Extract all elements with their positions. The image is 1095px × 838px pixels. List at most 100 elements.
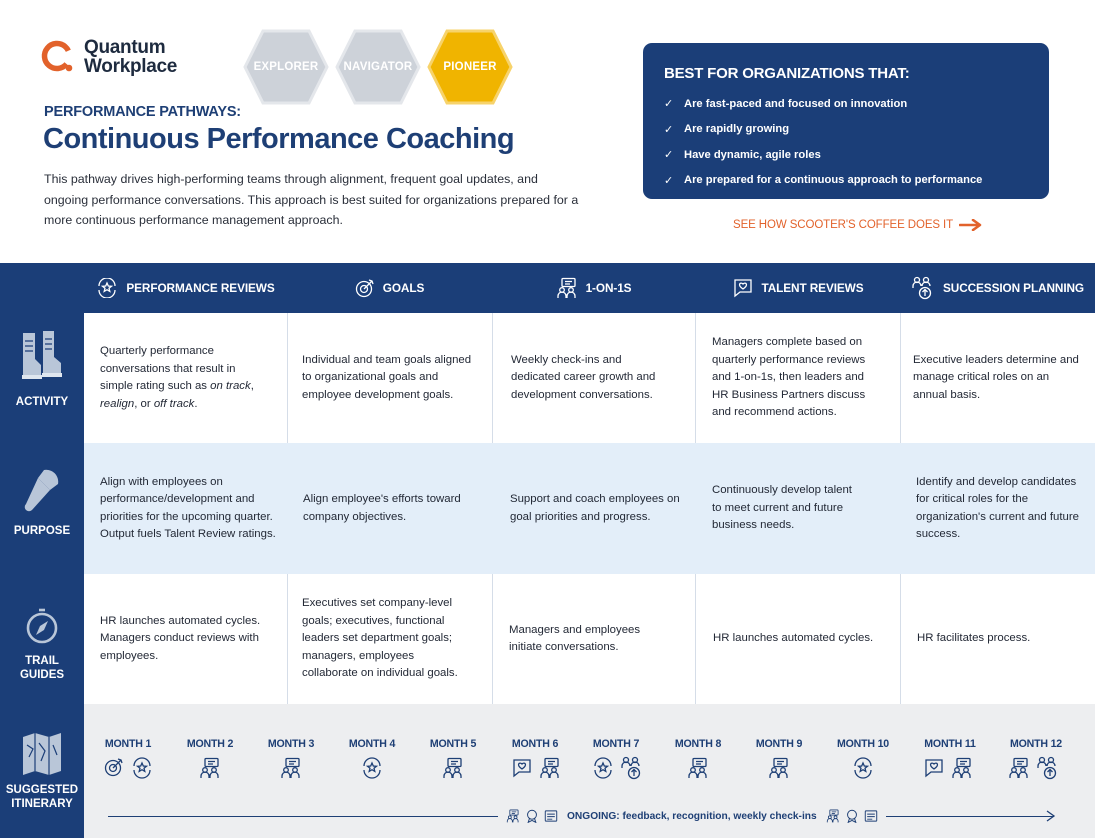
one-on-one-icon <box>556 277 576 298</box>
badge-pioneer: PIONEER <box>427 29 513 105</box>
succession-icon <box>1037 756 1057 780</box>
ongoing-timeline: ONGOING: feedback, recognition, weekly c… <box>108 806 1056 826</box>
row-label-purpose: PURPOSE <box>0 468 84 538</box>
check-icon: ✓ <box>664 149 674 162</box>
month-label: MONTH 10 <box>837 738 889 750</box>
best-for-item: ✓ Are prepared for a continuous approach … <box>664 168 1049 194</box>
one-on-one-icon <box>540 757 559 779</box>
ongoing-label: ONGOING: feedback, recognition, weekly c… <box>498 806 886 826</box>
month-3-icons <box>280 756 302 780</box>
scooters-coffee-link[interactable]: SEE HOW SCOOTER'S COFFEE DOES IT <box>733 219 983 231</box>
month-9-icons <box>768 756 790 780</box>
best-for-item-text: Have dynamic, agile roles <box>684 148 821 161</box>
pathway-badges: EXPLORER NAVIGATOR PIONEER <box>243 29 513 105</box>
recognition-icon <box>846 809 857 823</box>
folded-map-icon <box>23 733 61 775</box>
best-for-item: ✓ Are fast-paced and focused on innovatio… <box>664 91 1049 117</box>
activity-cell-goals: Individual and team goals aligned to org… <box>287 313 492 443</box>
one-on-one-icon <box>1009 757 1028 779</box>
feedback-icon <box>544 810 558 822</box>
column-header-row: PERFORMANCE REVIEWS GOALS 1-ON-1S TALENT… <box>84 263 1095 313</box>
best-for-item: ✓ Have dynamic, agile roles <box>664 142 1049 168</box>
purpose-cell-goals: Align employee's efforts toward company … <box>303 493 461 523</box>
month-11-icons <box>923 756 973 780</box>
badge-navigator: NAVIGATOR <box>335 29 421 105</box>
row-label-text: PURPOSE <box>13 525 71 537</box>
timeline-arrow-icon <box>1046 810 1056 822</box>
month-12-icons <box>1008 756 1058 780</box>
row-label-text: TRAIL <box>25 655 59 667</box>
page-title: Continuous Performance Coaching <box>43 123 515 155</box>
row-label-suggested-itinerary: SUGGESTED ITINERARY <box>0 731 84 811</box>
row-label-trail-guides: TRAIL GUIDES <box>0 606 84 682</box>
best-for-title: BEST FOR ORGANIZATIONS THAT: <box>664 65 910 82</box>
badge-explorer: EXPLORER <box>243 29 329 105</box>
hiking-boots-icon <box>22 331 62 379</box>
one-on-one-icon <box>952 757 971 779</box>
performance-review-icon <box>133 757 151 779</box>
column-header-one-on-ones: 1-ON-1S <box>492 263 695 313</box>
quantum-workplace-logo: Quantum Workplace <box>40 38 177 76</box>
month-label: MONTH 6 <box>511 738 559 750</box>
purpose-row: Align with employees on performance/deve… <box>84 443 1095 574</box>
row-label-text: GUIDES <box>19 669 65 681</box>
month-label: MONTH 7 <box>592 738 640 750</box>
recognition-icon <box>527 809 537 823</box>
row-label-text: SUGGESTED <box>5 784 79 796</box>
column-header-label: GOALS <box>382 281 425 295</box>
succession-icon <box>912 276 932 300</box>
logo-q-icon <box>40 39 76 75</box>
purpose-cell-succession-planning: Identify and develop candidates for crit… <box>916 475 1080 541</box>
row-label-activity: ACTIVITY <box>0 329 84 409</box>
month-label: MONTH 1 <box>104 738 152 750</box>
badge-pioneer-label: PIONEER <box>443 61 497 73</box>
row-label-text: ACTIVITY <box>15 396 69 408</box>
column-header-talent-reviews: TALENT REVIEWS <box>695 263 900 313</box>
one-on-one-icon <box>281 757 300 779</box>
scooters-coffee-link-label[interactable]: SEE HOW SCOOTER'S COFFEE DOES IT <box>733 219 954 231</box>
flashlight-icon <box>24 469 59 512</box>
goal-target-icon <box>104 758 123 777</box>
trail-guides-cell-one-on-ones: Managers and employees initiate conversa… <box>492 574 695 704</box>
intro-paragraph: This pathway drives high-performing team… <box>44 172 579 227</box>
month-1-icons <box>103 756 153 780</box>
one-on-one-icon <box>826 809 839 823</box>
activity-cell-one-on-ones: Weekly check-ins and dedicated career gr… <box>492 313 695 443</box>
talent-review-icon <box>733 279 752 298</box>
trail-guides-cell-goals: Executives set company-level goals; exec… <box>287 574 492 704</box>
column-header-succession-planning: SUCCESSION PLANNING <box>900 263 1095 313</box>
month-label: MONTH 12 <box>1010 738 1062 750</box>
performance-review-icon <box>854 757 872 779</box>
column-header-label: SUCCESSION PLANNING <box>943 281 1084 295</box>
page-kicker: PERFORMANCE PATHWAYS: <box>44 104 241 120</box>
check-icon: ✓ <box>664 98 674 111</box>
month-2-icons <box>199 756 221 780</box>
month-7-icons <box>592 756 642 780</box>
month-6-icons <box>511 756 561 780</box>
month-label: MONTH 2 <box>186 738 234 750</box>
row-label-text: ITINERARY <box>11 798 73 810</box>
goal-target-icon <box>355 279 374 298</box>
best-for-box: BEST FOR ORGANIZATIONS THAT: ✓ Are fast-p… <box>643 43 1049 199</box>
pathway-table: PERFORMANCE REVIEWS GOALS 1-ON-1S TALENT… <box>0 263 1095 838</box>
trail-guides-cell-talent-reviews: HR launches automated cycles. <box>695 574 900 704</box>
badge-explorer-label: EXPLORER <box>253 61 319 73</box>
ongoing-text: ONGOING: feedback, recognition, weekly c… <box>567 810 817 822</box>
talent-review-icon <box>925 759 943 777</box>
activity-cell-performance-reviews: Quarterly performance conversations that… <box>100 345 254 410</box>
purpose-cell-talent-reviews: Continuously develop talent to meet curr… <box>712 484 852 532</box>
brand-line-1: Quantum <box>84 37 166 58</box>
trail-guides-row: HR launches automated cycles. Managers c… <box>84 574 1095 704</box>
month-label: MONTH 11 <box>924 738 976 750</box>
best-for-item-text: Are prepared for a continuous approach t… <box>684 174 983 187</box>
purpose-cell-performance-reviews: Align with employees on performance/deve… <box>100 475 276 541</box>
column-header-label: TALENT REVIEWS <box>761 281 864 295</box>
best-for-item-text: Are rapidly growing <box>684 123 790 136</box>
column-header-label: 1-ON-1S <box>585 281 632 295</box>
best-for-item: ✓ Are rapidly growing <box>664 117 1049 143</box>
activity-cell-succession-planning: Executive leaders determine and manage c… <box>900 313 1095 443</box>
talent-review-icon <box>513 759 531 777</box>
one-on-one-icon <box>769 757 788 779</box>
month-label: MONTH 9 <box>755 738 803 750</box>
column-header-performance-reviews: PERFORMANCE REVIEWS <box>84 263 287 313</box>
